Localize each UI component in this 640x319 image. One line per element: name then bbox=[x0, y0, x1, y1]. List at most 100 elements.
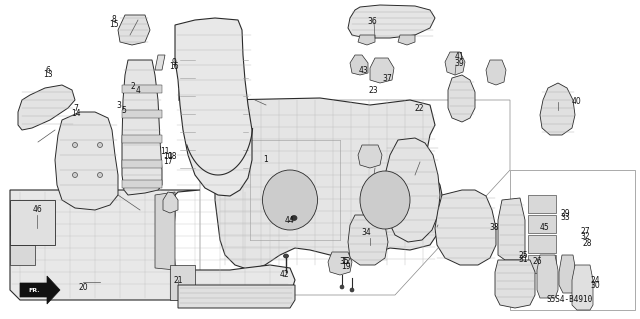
Polygon shape bbox=[328, 252, 352, 275]
Polygon shape bbox=[348, 5, 435, 38]
Polygon shape bbox=[398, 35, 415, 45]
Text: 46: 46 bbox=[32, 205, 42, 214]
Text: 1: 1 bbox=[263, 155, 268, 164]
Text: 16: 16 bbox=[169, 63, 179, 71]
Polygon shape bbox=[20, 276, 60, 304]
Text: 25: 25 bbox=[518, 251, 529, 260]
Polygon shape bbox=[122, 85, 162, 93]
Polygon shape bbox=[528, 215, 556, 233]
Polygon shape bbox=[540, 83, 575, 135]
Polygon shape bbox=[155, 192, 175, 270]
Polygon shape bbox=[122, 60, 162, 195]
Polygon shape bbox=[528, 235, 556, 253]
Polygon shape bbox=[495, 260, 535, 308]
Polygon shape bbox=[559, 255, 576, 293]
Polygon shape bbox=[122, 135, 162, 143]
Polygon shape bbox=[178, 285, 295, 308]
Text: 19: 19 bbox=[340, 262, 351, 271]
Polygon shape bbox=[118, 15, 150, 45]
Polygon shape bbox=[528, 195, 556, 213]
Ellipse shape bbox=[291, 216, 297, 220]
Polygon shape bbox=[572, 265, 593, 310]
Ellipse shape bbox=[72, 143, 77, 147]
Text: 15: 15 bbox=[109, 20, 119, 29]
Text: 42: 42 bbox=[280, 270, 290, 279]
Polygon shape bbox=[435, 190, 496, 265]
Ellipse shape bbox=[262, 170, 317, 230]
Text: 20: 20 bbox=[78, 283, 88, 292]
Ellipse shape bbox=[72, 173, 77, 177]
Ellipse shape bbox=[97, 143, 102, 147]
Text: 40: 40 bbox=[571, 97, 581, 106]
Polygon shape bbox=[122, 110, 162, 118]
Text: 29: 29 bbox=[560, 209, 570, 218]
Text: 9: 9 bbox=[172, 58, 177, 67]
Text: 14: 14 bbox=[70, 109, 81, 118]
Ellipse shape bbox=[350, 288, 354, 292]
Ellipse shape bbox=[340, 285, 344, 289]
Polygon shape bbox=[163, 192, 178, 213]
Text: 38: 38 bbox=[489, 223, 499, 232]
Text: 41: 41 bbox=[454, 52, 465, 61]
Text: S5S4-B4910: S5S4-B4910 bbox=[547, 295, 593, 305]
Text: 27: 27 bbox=[580, 227, 591, 236]
Text: 34: 34 bbox=[362, 228, 372, 237]
Polygon shape bbox=[155, 55, 165, 70]
Polygon shape bbox=[370, 58, 394, 83]
Polygon shape bbox=[18, 85, 75, 130]
Text: 30: 30 bbox=[590, 281, 600, 290]
Polygon shape bbox=[10, 200, 55, 245]
Polygon shape bbox=[528, 255, 556, 273]
Text: 12: 12 bbox=[341, 257, 350, 266]
Polygon shape bbox=[448, 75, 475, 122]
Text: 8: 8 bbox=[111, 15, 116, 24]
Ellipse shape bbox=[97, 173, 102, 177]
Polygon shape bbox=[385, 138, 440, 242]
Text: 43: 43 bbox=[358, 66, 369, 75]
Polygon shape bbox=[350, 55, 368, 75]
Ellipse shape bbox=[360, 171, 410, 229]
Polygon shape bbox=[537, 255, 558, 298]
Polygon shape bbox=[170, 265, 195, 300]
Text: 3: 3 bbox=[116, 101, 121, 110]
Text: 39: 39 bbox=[454, 59, 465, 68]
Text: 35: 35 bbox=[339, 257, 349, 266]
Polygon shape bbox=[348, 215, 388, 265]
Text: 2: 2 bbox=[131, 82, 136, 91]
Text: 36: 36 bbox=[367, 17, 378, 26]
Ellipse shape bbox=[284, 254, 289, 258]
Text: 21: 21 bbox=[173, 276, 182, 285]
Text: 26: 26 bbox=[532, 257, 543, 266]
Text: 6: 6 bbox=[45, 66, 51, 75]
Text: 23: 23 bbox=[368, 86, 378, 95]
Text: 11: 11 bbox=[161, 147, 170, 156]
Text: 44: 44 bbox=[284, 216, 294, 225]
Text: 24: 24 bbox=[590, 276, 600, 285]
Polygon shape bbox=[175, 18, 252, 196]
Text: 32: 32 bbox=[580, 232, 591, 241]
Text: 45: 45 bbox=[539, 223, 549, 232]
Text: 37: 37 bbox=[382, 74, 392, 83]
Text: 31: 31 bbox=[518, 256, 529, 264]
Polygon shape bbox=[10, 215, 30, 235]
Polygon shape bbox=[498, 198, 525, 260]
Polygon shape bbox=[10, 190, 295, 300]
Text: 10: 10 bbox=[163, 152, 173, 161]
Polygon shape bbox=[10, 245, 35, 265]
Polygon shape bbox=[215, 98, 445, 270]
Text: 22: 22 bbox=[415, 104, 424, 113]
Polygon shape bbox=[445, 52, 465, 75]
Text: 18: 18 bbox=[167, 152, 176, 161]
Polygon shape bbox=[358, 145, 382, 168]
Polygon shape bbox=[122, 160, 162, 168]
Polygon shape bbox=[358, 35, 375, 45]
Text: 13: 13 bbox=[43, 70, 53, 79]
Polygon shape bbox=[55, 112, 118, 210]
Polygon shape bbox=[486, 60, 506, 85]
Text: FR.: FR. bbox=[28, 287, 40, 293]
Polygon shape bbox=[122, 180, 162, 188]
Text: 33: 33 bbox=[560, 213, 570, 222]
Text: 7: 7 bbox=[73, 104, 78, 113]
Text: 28: 28 bbox=[582, 239, 591, 248]
Text: 17: 17 bbox=[163, 157, 173, 166]
